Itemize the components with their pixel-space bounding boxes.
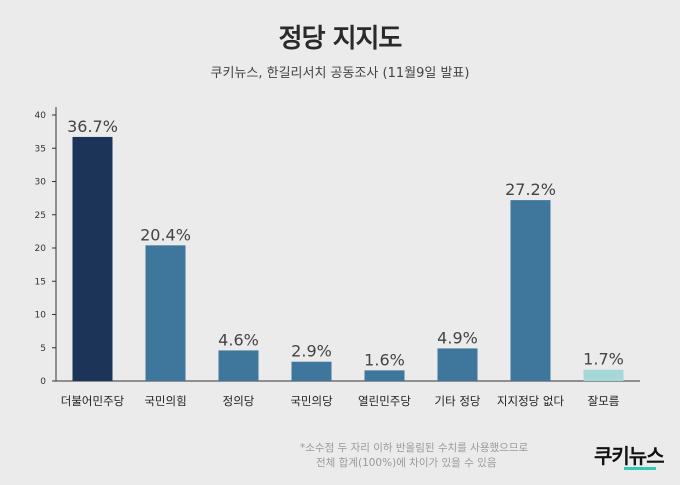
y-tick-label: 20: [35, 244, 47, 254]
y-tick-label: 0: [40, 377, 46, 387]
footnote: *소수점 두 자리 이하 반올림된 수치를 사용했으므로 전체 합계(100%)…: [300, 441, 582, 471]
x-tick-label: 더불어민주당: [61, 394, 125, 408]
chart-subtitle: 쿠키뉴스, 한길리서치 공동조사 (11월9일 발표): [210, 66, 470, 81]
data-label: 1.7%: [583, 350, 624, 369]
x-tick-label: 기타 정당: [435, 394, 481, 408]
bar: [218, 350, 259, 381]
x-tick-label: 국민의당: [290, 394, 333, 408]
x-tick-label: 열린민주당: [358, 394, 411, 408]
data-label: 36.7%: [67, 117, 118, 136]
data-label: 20.4%: [140, 225, 191, 244]
bar: [72, 136, 113, 381]
x-tick-label: 정의당: [223, 394, 255, 408]
bar: [437, 348, 478, 381]
x-tick-label: 잘모름: [588, 394, 620, 408]
y-tick-label: 35: [35, 144, 46, 154]
bar: [583, 369, 624, 381]
x-tick-label: 국민의힘: [144, 394, 186, 408]
data-label: 2.9%: [291, 342, 332, 361]
footnote-line-1: *소수점 두 자리 이하 반올림된 수치를 사용했으므로: [300, 442, 529, 454]
data-label: 4.9%: [437, 328, 478, 347]
bar: [510, 200, 551, 381]
y-tick-label: 30: [35, 178, 47, 188]
y-tick-label: 5: [40, 344, 46, 354]
data-label: 27.2%: [505, 180, 556, 199]
data-label: 1.6%: [364, 350, 405, 369]
bar: [364, 370, 405, 381]
y-tick-label: 15: [35, 277, 46, 287]
footnote-line-2: 전체 합계(100%)에 차이가 있을 수 있음: [316, 457, 497, 469]
y-tick-label: 40: [35, 111, 47, 121]
kuki-news-logo: 쿠키뉴스: [594, 440, 665, 470]
data-label: 4.6%: [218, 330, 259, 349]
bar: [145, 245, 186, 381]
y-tick-label: 25: [35, 211, 46, 221]
x-tick-label: 지지정당 없다: [497, 394, 565, 408]
chart-title: 정당 지지도: [278, 24, 403, 54]
bar: [291, 361, 332, 381]
logo-text: 쿠키뉴스: [594, 444, 665, 468]
y-tick-label: 10: [35, 311, 47, 321]
